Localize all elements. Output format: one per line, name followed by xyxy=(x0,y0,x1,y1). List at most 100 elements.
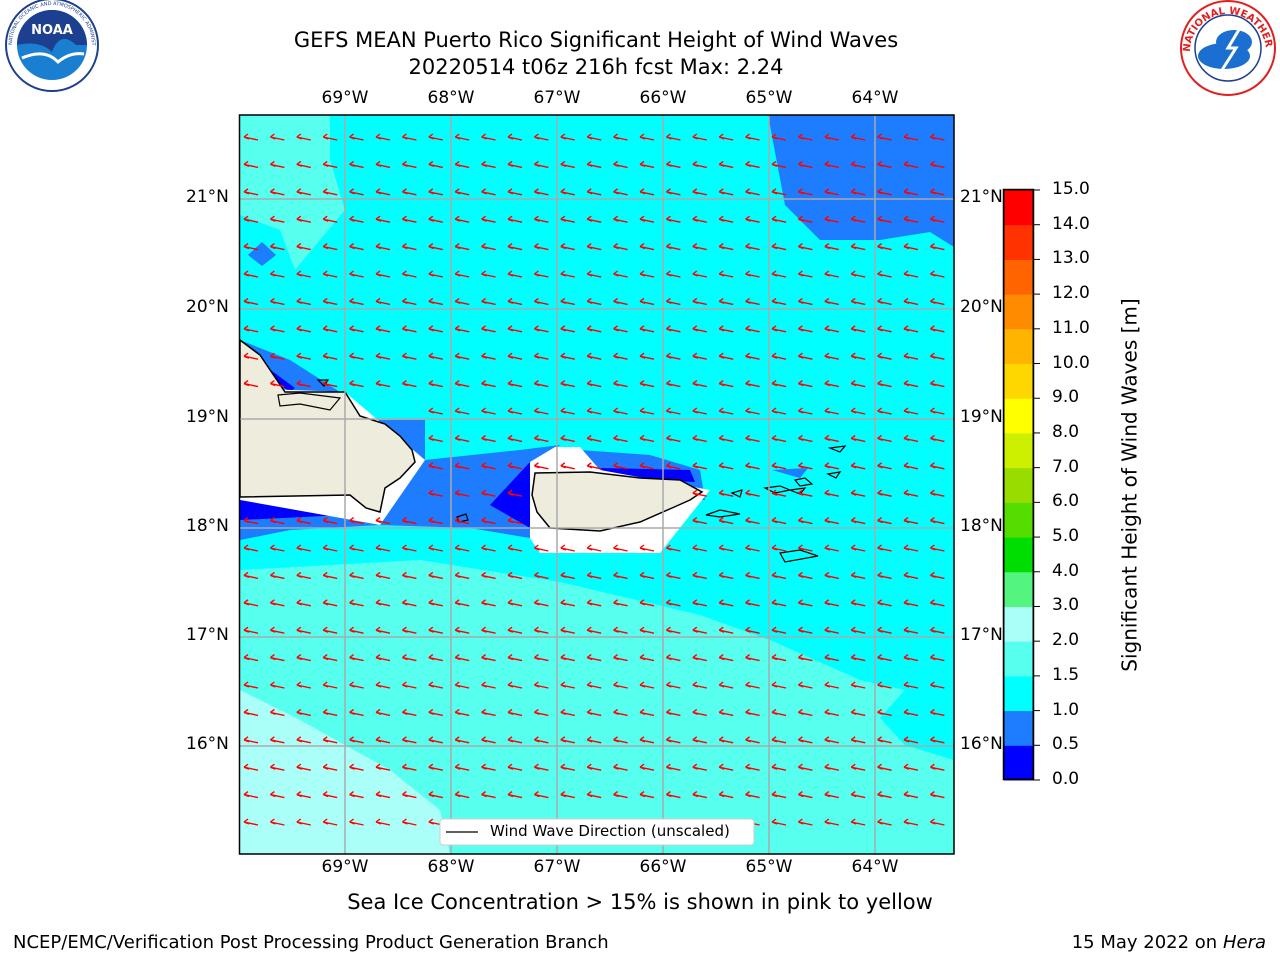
wind-wave-arrow xyxy=(401,544,417,552)
wind-wave-arrow xyxy=(507,297,523,306)
wind-wave-arrow xyxy=(481,352,496,360)
wind-wave-arrow xyxy=(560,681,575,689)
wind-wave-arrow xyxy=(481,434,496,443)
wind-wave-arrow xyxy=(824,215,839,223)
lon-label-bottom-67w: 67°W xyxy=(533,857,581,877)
wind-wave-arrow xyxy=(296,380,311,388)
wind-wave-arrow xyxy=(454,160,470,169)
wind-wave-arrow xyxy=(296,352,311,360)
wind-wave-arrow xyxy=(613,297,628,306)
wind-wave-arrow xyxy=(586,215,602,223)
wind-wave-arrow xyxy=(877,818,892,826)
wind-wave-arrow xyxy=(428,462,443,470)
wind-wave-arrow xyxy=(428,763,443,771)
wind-wave-arrow xyxy=(401,681,417,689)
caicos-coast xyxy=(316,379,330,387)
hispaniola-land xyxy=(240,339,416,513)
wind-wave-arrow xyxy=(243,160,259,169)
wind-wave-arrow xyxy=(797,325,813,333)
wind-wave-arrow xyxy=(929,708,945,717)
wind-wave-arrow xyxy=(533,681,549,689)
wind-wave-arrow xyxy=(428,736,443,744)
wind-wave-arrow xyxy=(771,297,787,306)
wind-wave-arrow xyxy=(639,215,655,223)
wind-wave-arrow xyxy=(375,654,391,662)
wind-wave-arrow xyxy=(745,654,760,662)
wind-wave-arrow xyxy=(507,270,523,278)
wind-wave-arrow xyxy=(533,352,549,360)
wind-wave-arrow xyxy=(665,243,681,251)
wind-wave-arrow xyxy=(454,763,470,771)
wind-wave-arrow xyxy=(454,243,470,251)
wind-wave-arrow xyxy=(824,133,839,141)
wind-wave-arrow xyxy=(560,297,575,306)
colorbar-cell-overlay xyxy=(1004,467,1033,503)
wind-wave-arrow xyxy=(639,325,655,333)
wind-wave-arrow xyxy=(296,791,311,799)
wind-wave-arrow xyxy=(692,681,707,689)
wind-wave-arrow xyxy=(375,818,391,826)
colorbar-tick-label: 5.0 xyxy=(1052,526,1080,547)
wind-wave-arrow xyxy=(322,544,338,552)
wind-wave-arrow xyxy=(454,708,470,717)
wind-wave-arrow xyxy=(692,626,707,634)
wind-wave-arrow xyxy=(745,517,760,525)
wind-wave-arrow xyxy=(613,736,628,744)
wind-wave-arrow xyxy=(243,763,259,771)
wind-wave-arrow xyxy=(296,133,311,141)
wind-wave-arrow xyxy=(269,325,285,333)
wind-wave-arrow xyxy=(454,462,470,470)
wave-band-0-0.5m-b xyxy=(490,462,530,528)
wind-wave-arrow xyxy=(850,654,866,662)
wind-wave-arrow xyxy=(639,160,655,169)
wind-wave-arrow xyxy=(481,297,496,306)
wind-wave-arrow xyxy=(428,133,443,141)
wind-wave-arrow xyxy=(322,736,338,744)
wind-wave-arrow xyxy=(718,215,734,223)
colorbar-cell-overlay xyxy=(1004,675,1033,712)
wind-wave-arrow xyxy=(401,626,417,634)
wind-wave-arrow xyxy=(824,818,839,826)
wind-wave-arrow xyxy=(771,517,787,525)
wind-wave-arrow xyxy=(903,462,919,470)
wind-wave-arrow xyxy=(929,626,945,634)
wind-wave-arrow xyxy=(481,544,496,552)
wind-wave-arrow xyxy=(745,462,760,470)
wind-wave-arrow xyxy=(375,133,391,141)
wind-wave-arrow xyxy=(481,571,496,580)
wind-wave-arrow xyxy=(877,736,892,744)
wind-wave-arrow xyxy=(771,352,787,360)
wind-wave-arrow xyxy=(481,133,496,141)
wind-wave-arrow xyxy=(533,407,549,415)
wind-wave-arrow xyxy=(454,544,470,552)
wind-wave-arrow xyxy=(692,462,707,470)
wind-wave-arrow xyxy=(877,243,892,251)
wind-wave-arrow xyxy=(507,325,523,333)
wind-wave-arrow xyxy=(401,380,417,388)
wind-wave-arrow xyxy=(613,681,628,689)
wind-wave-arrow xyxy=(692,654,707,662)
wind-wave-arrow xyxy=(349,325,364,333)
lat-label-right-20n: 20°N xyxy=(960,297,1003,317)
wind-wave-arrow xyxy=(745,434,760,443)
wind-wave-arrow xyxy=(718,462,734,470)
colorbar-tick-label: 0.5 xyxy=(1052,734,1080,755)
wind-wave-arrow xyxy=(428,352,443,360)
wind-wave-arrow xyxy=(428,325,443,333)
wind-wave-arrow xyxy=(613,325,628,333)
wind-wave-arrow xyxy=(243,188,259,196)
wind-wave-arrow xyxy=(771,160,787,169)
wind-wave-arrow xyxy=(533,243,549,251)
colorbar-cell-overlay xyxy=(1004,363,1033,399)
wind-wave-arrow xyxy=(269,215,285,223)
wind-wave-arrow xyxy=(375,791,391,799)
wind-wave-arrow xyxy=(269,654,285,662)
wind-wave-arrow xyxy=(560,434,575,443)
wind-wave-arrow xyxy=(929,681,945,689)
wind-wave-arrow xyxy=(322,352,338,360)
wind-wave-arrow xyxy=(665,654,681,662)
wind-wave-arrow xyxy=(850,434,866,443)
colorbar-cell-overlay xyxy=(1004,641,1033,677)
footer-branch: NCEP/EMC/Verification Post Processing Pr… xyxy=(13,932,609,953)
wind-wave-arrow xyxy=(375,626,391,634)
